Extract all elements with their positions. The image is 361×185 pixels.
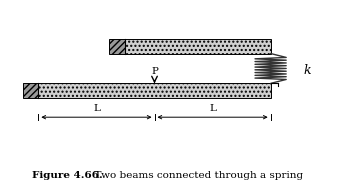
Text: Figure 4.66.: Figure 4.66.: [32, 171, 103, 180]
Bar: [109, 39, 125, 53]
Text: L: L: [93, 104, 100, 113]
Text: P: P: [151, 67, 158, 76]
Bar: [38, 83, 271, 97]
Text: k: k: [304, 63, 311, 77]
Text: L: L: [209, 104, 216, 113]
Bar: [23, 83, 38, 97]
Text: Two beams connected through a spring: Two beams connected through a spring: [88, 171, 304, 180]
Bar: [125, 39, 271, 53]
